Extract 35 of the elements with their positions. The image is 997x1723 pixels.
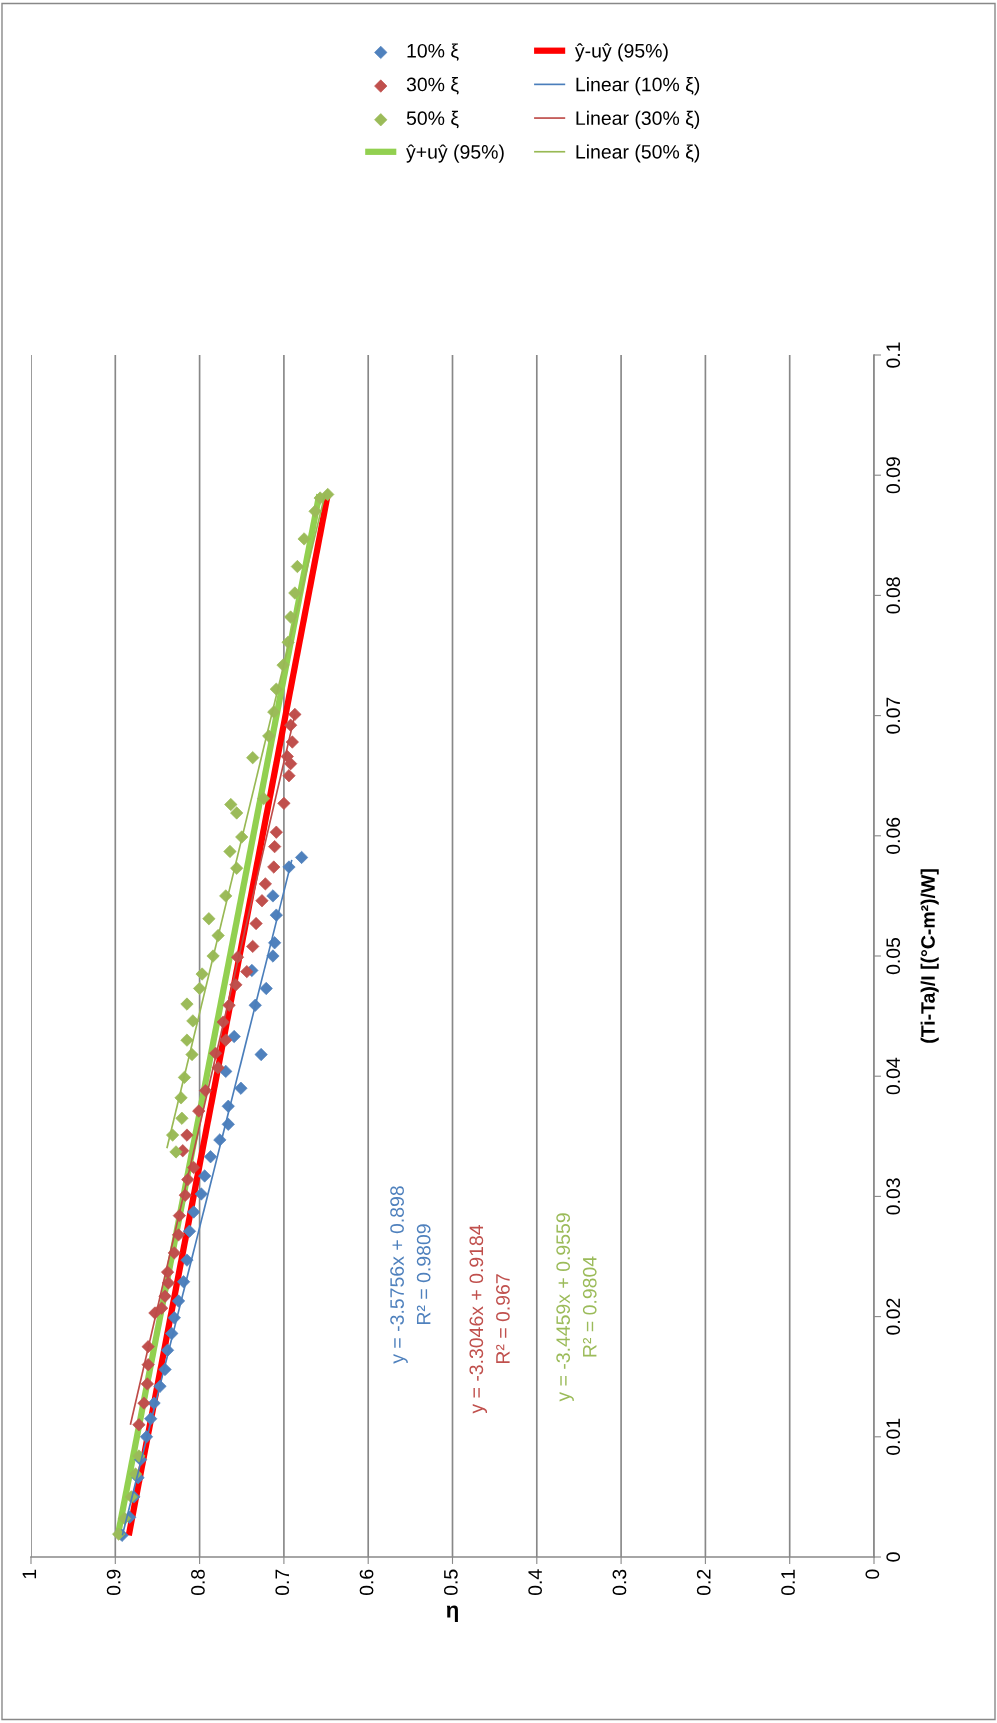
- legend-label: Linear (30% ξ): [576, 110, 700, 129]
- x-tick-label: 0.8: [191, 1569, 205, 1596]
- y-tick-label: 0.01: [886, 1418, 901, 1455]
- y-tick-label: 0.04: [886, 1057, 901, 1095]
- legend-label: 10% ξ: [407, 43, 459, 61]
- y-tick-label: 0: [886, 1552, 901, 1562]
- y-tick-label: 0.02: [886, 1298, 901, 1335]
- x-tick-label: 0.5: [443, 1569, 458, 1596]
- y-tick-label: 0.07: [886, 697, 901, 734]
- annotation: y = -3.3046x + 0.9184 R² = 0.967: [469, 1224, 510, 1414]
- annotation: y = -3.5756x + 0.898 R² = 0.9809: [390, 1186, 431, 1364]
- x-tick-label: 0.2: [696, 1569, 711, 1596]
- y-tick-label: 0.09: [886, 457, 901, 494]
- y-tick-label: 0.1: [886, 342, 901, 368]
- x-tick-label: 0.4: [528, 1569, 543, 1596]
- x-tick-label: 0: [865, 1569, 880, 1579]
- legend-label: Linear (10% ξ): [576, 77, 700, 96]
- y-tick-label: 0.08: [886, 577, 901, 614]
- y-axis-title: (Ti-Ta)/I [(°C-m²)/W]: [920, 869, 939, 1043]
- x-tick-label: 0.6: [359, 1569, 374, 1596]
- y-tick-label: 0.05: [886, 937, 901, 975]
- x-tick-label: 0.3: [612, 1569, 627, 1596]
- legend-label: 50% ξ: [406, 110, 459, 129]
- legend-label: ŷ+uŷ (95%): [406, 144, 504, 163]
- x-tick-label: 0.7: [275, 1569, 290, 1596]
- legend-label: ŷ-uŷ (95%): [574, 43, 668, 62]
- x-tick-label: 0.1: [781, 1569, 795, 1596]
- x-tick-label: 0.9: [106, 1569, 121, 1596]
- legend-label: 30% ξ: [406, 77, 459, 95]
- y-tick-label: 0.03: [886, 1178, 901, 1215]
- y-tick-label: 0.06: [886, 817, 901, 854]
- legend-label: Linear (50% ξ): [576, 144, 700, 163]
- x-axis-title: η: [446, 1605, 458, 1623]
- annotation: y = -3.4459x + 0.9559 R² = 0.9804: [556, 1213, 597, 1402]
- x-tick-label: 1: [22, 1569, 37, 1579]
